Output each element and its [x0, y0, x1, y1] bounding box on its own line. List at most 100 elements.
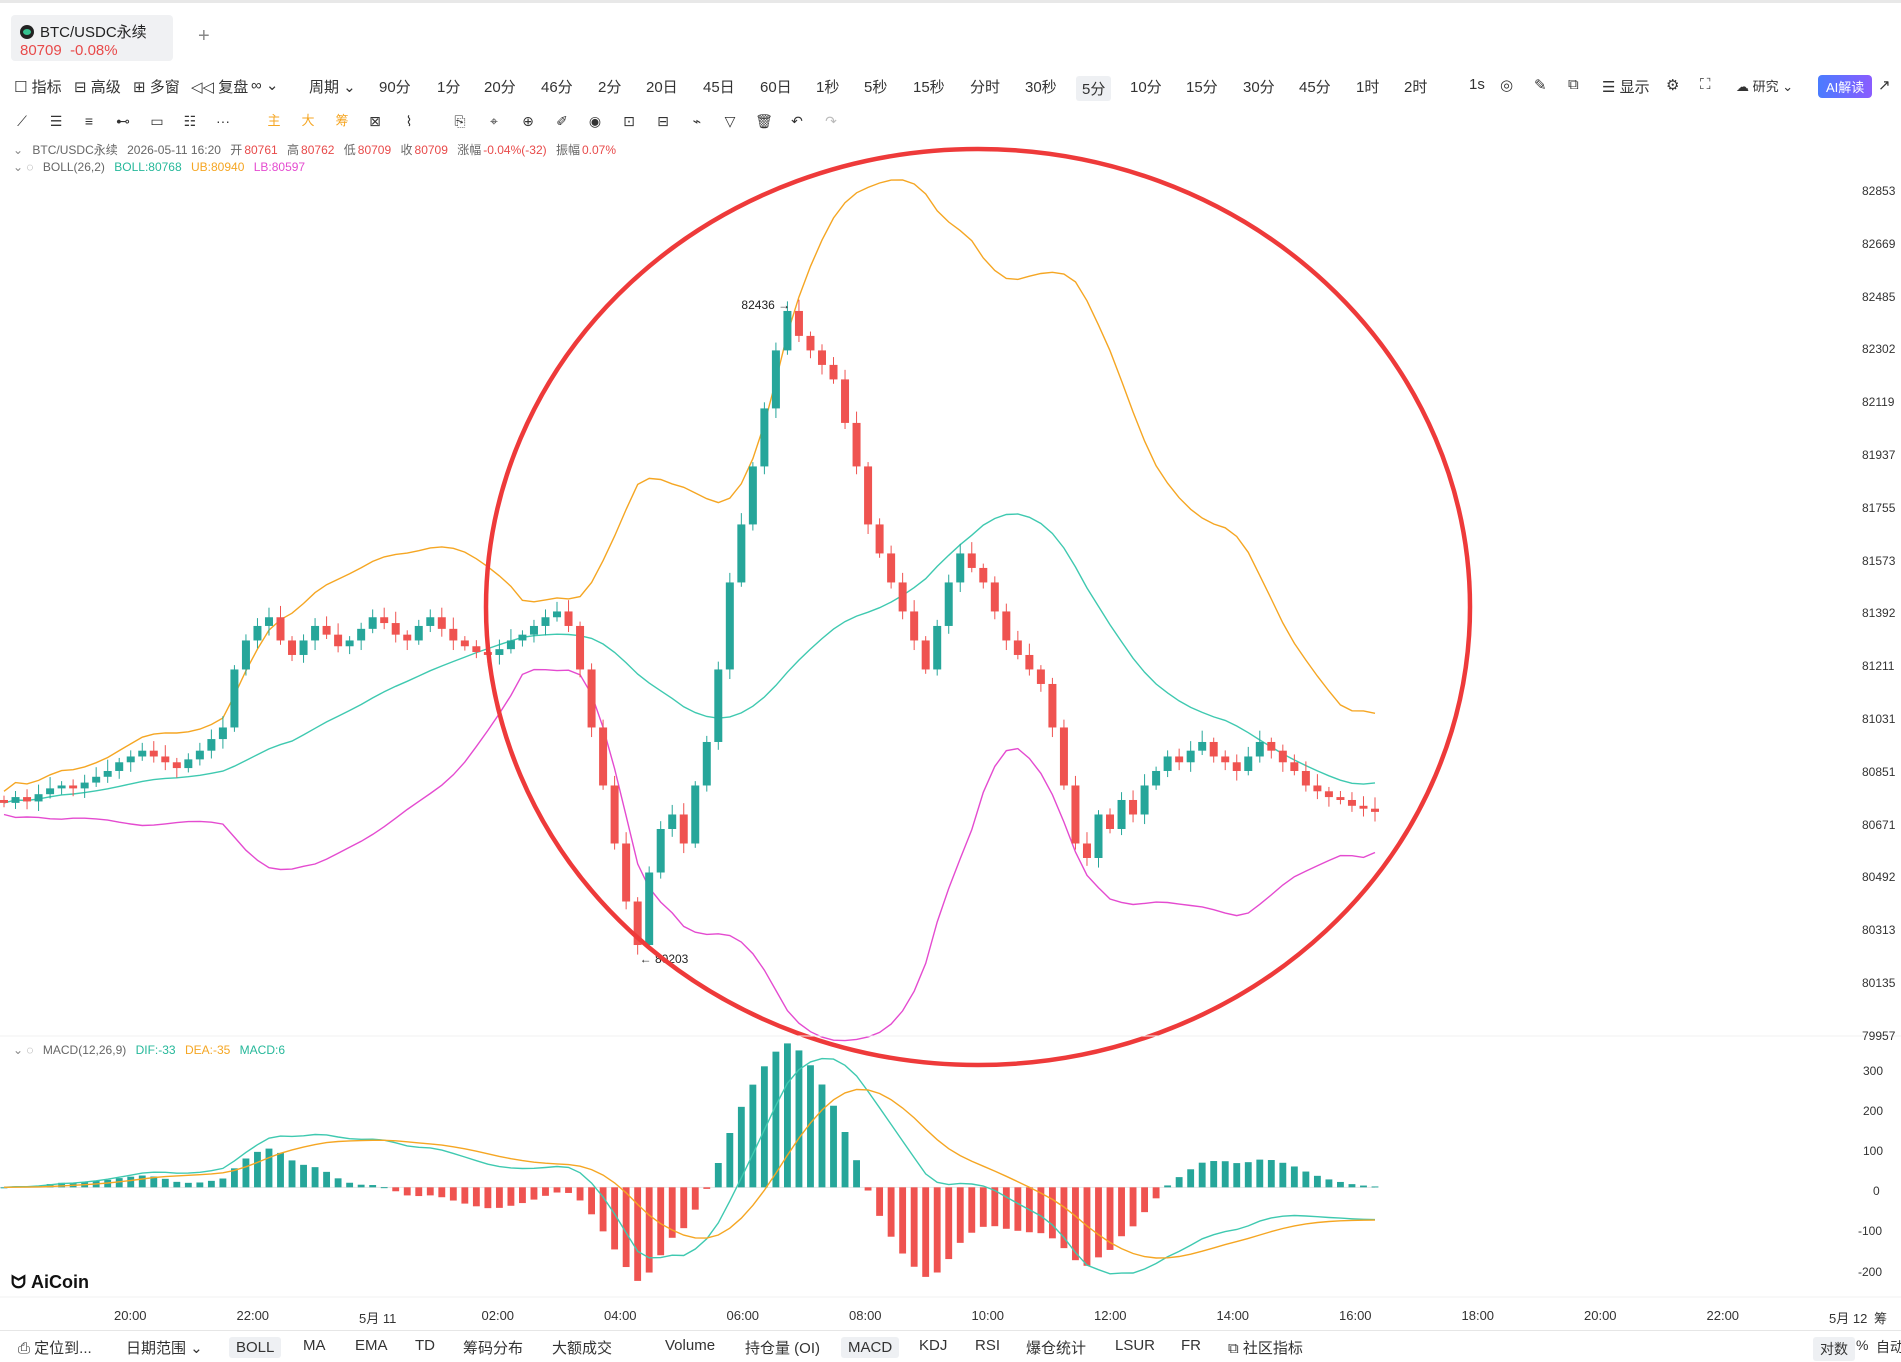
period-60d[interactable]: 60日: [760, 79, 792, 96]
indicator-button[interactable]: ☐ 指标: [14, 79, 62, 96]
indicator-ma[interactable]: MA: [303, 1337, 326, 1354]
period-5m[interactable]: 5分: [1076, 76, 1112, 101]
indicator-oi[interactable]: 持仓量 (OI): [745, 1340, 820, 1357]
advanced-button[interactable]: ⊟ 高级: [74, 79, 121, 96]
lock-icon[interactable]: ⊡: [623, 113, 635, 129]
indicator-ema[interactable]: EMA: [355, 1337, 388, 1354]
candle-body: [817, 350, 826, 365]
candle-body: [1002, 611, 1011, 641]
display-button[interactable]: ☰ 显示: [1602, 79, 1650, 96]
period-30s[interactable]: 30秒: [1025, 79, 1057, 96]
pen-icon[interactable]: ✎: [1534, 77, 1547, 94]
period-46m[interactable]: 46分: [541, 79, 573, 96]
indicator-boll[interactable]: BOLL: [229, 1337, 282, 1358]
eye-icon[interactable]: ◉: [588, 113, 602, 129]
indicator-chip[interactable]: 筹码分布: [463, 1340, 524, 1357]
fullscreen-icon[interactable]: ⛶: [1700, 76, 1711, 93]
log-scale-toggle[interactable]: 对数: [1813, 1337, 1855, 1361]
filter-icon[interactable]: ▽: [724, 113, 736, 129]
indicator-macd[interactable]: MACD: [841, 1337, 900, 1358]
macd-histogram-bar: [968, 1187, 976, 1233]
macd-histogram-bar: [910, 1187, 918, 1267]
locate-button[interactable]: ⎙ 定位到...: [18, 1340, 92, 1357]
period-2m[interactable]: 2分: [598, 79, 622, 96]
popout-icon[interactable]: ⧉: [1568, 76, 1579, 93]
horizontal-ray-icon[interactable]: ⊷: [116, 113, 130, 129]
period-dropdown[interactable]: 周期 ⌄: [309, 79, 356, 96]
fib-icon[interactable]: ☷: [183, 113, 197, 129]
period-30m[interactable]: 30分: [1243, 79, 1275, 96]
research-button[interactable]: ☁ 研究 ⌄: [1736, 79, 1794, 94]
copy-icon[interactable]: ⎘: [454, 113, 466, 129]
bell-icon[interactable]: ⌄ ◌: [13, 160, 34, 174]
indicator-liquidation[interactable]: 爆仓统计: [1026, 1340, 1087, 1357]
rectangle-icon[interactable]: ▭: [150, 113, 164, 129]
period-1h[interactable]: 1时: [1356, 79, 1380, 96]
macd-histogram-bar: [230, 1168, 238, 1188]
time-tick-label: 22:00: [236, 1308, 270, 1323]
zoom-icon[interactable]: ⊕: [522, 113, 534, 129]
undo-icon[interactable]: ↶: [791, 113, 803, 129]
more-icon[interactable]: ···: [216, 113, 230, 129]
redo-icon[interactable]: ↷: [825, 113, 837, 129]
trash-icon[interactable]: 🗑: [755, 113, 773, 129]
camera-icon[interactable]: ◎: [1500, 77, 1514, 94]
period-45m[interactable]: 45分: [1299, 79, 1331, 96]
auto-scale-toggle[interactable]: 自动: [1876, 1339, 1901, 1355]
chip-icon[interactable]: 筹: [335, 113, 349, 128]
macd-bell-icon[interactable]: ⌄ ◌: [13, 1043, 34, 1057]
period-20m[interactable]: 20分: [484, 79, 516, 96]
trendline-icon[interactable]: ⟋: [17, 113, 27, 129]
ai-interpret-button[interactable]: AI解读: [1818, 75, 1873, 98]
candle-body: [1267, 741, 1276, 751]
indicator-large-trade[interactable]: 大额成交: [552, 1340, 613, 1357]
macd-histogram-bar: [1244, 1162, 1252, 1188]
edit-icon[interactable]: ⊟: [657, 113, 669, 129]
eraser-icon[interactable]: ✐: [556, 113, 568, 129]
link-icon[interactable]: ⌁: [692, 113, 702, 129]
indicator-kdj[interactable]: KDJ: [919, 1337, 948, 1354]
period-15m[interactable]: 15分: [1186, 79, 1218, 96]
compare-icon[interactable]: ∞ ⌄: [251, 77, 279, 94]
period-1s[interactable]: 1秒: [816, 79, 840, 96]
period-2h[interactable]: 2时: [1404, 79, 1428, 96]
big-order-icon[interactable]: 大: [301, 113, 315, 128]
time-tick-label: 04:00: [604, 1308, 637, 1323]
period-15s[interactable]: 15秒: [913, 79, 945, 96]
replay-button[interactable]: ◁◁ 复盘: [191, 79, 249, 96]
indicator-fr[interactable]: FR: [1181, 1337, 1201, 1354]
symbol-tab[interactable]: BTC/USDC永续 80709 -0.08%: [11, 15, 173, 61]
share-icon[interactable]: ↗: [1878, 77, 1891, 94]
period-90m[interactable]: 90分: [379, 79, 411, 96]
period-10m[interactable]: 10分: [1130, 79, 1162, 96]
indicator-volume[interactable]: Volume: [665, 1337, 716, 1354]
community-indicator-button[interactable]: ⧉ 社区指标: [1228, 1340, 1303, 1357]
indicator-lsur[interactable]: LSUR: [1115, 1337, 1156, 1354]
indicator-rsi[interactable]: RSI: [975, 1337, 1001, 1354]
period-timeshare[interactable]: 分时: [970, 79, 1001, 96]
parallel-lines-icon[interactable]: ☰: [49, 113, 63, 129]
brush-icon[interactable]: ⌇: [405, 113, 413, 129]
top-bar: BTC/USDC永续 80709 -0.08% +: [0, 0, 1901, 65]
price-tick-label: 81031: [1862, 712, 1896, 726]
magnet-icon[interactable]: ⊠: [369, 113, 381, 129]
collapse-icon[interactable]: ⌄: [13, 143, 24, 157]
candle-body: [403, 634, 412, 641]
multi-window-button[interactable]: ⊞ 多窗: [133, 79, 180, 96]
horizontal-lines-icon[interactable]: ≡: [84, 113, 94, 129]
period-45d[interactable]: 45日: [703, 79, 735, 96]
macd-tick-label: 200: [1863, 1104, 1884, 1118]
ruler-icon[interactable]: ⌖: [490, 113, 498, 129]
period-5s[interactable]: 5秒: [864, 79, 888, 96]
settings-icon[interactable]: ⚙: [1666, 77, 1680, 94]
date-range-dropdown[interactable]: 日期范围 ⌄: [126, 1340, 203, 1357]
indicator-td[interactable]: TD: [415, 1337, 435, 1354]
period-1m[interactable]: 1分: [437, 79, 461, 96]
main-force-icon[interactable]: 主: [267, 113, 281, 128]
add-tab-icon[interactable]: +: [198, 25, 210, 47]
period-1s-tick[interactable]: 1s: [1469, 76, 1485, 93]
percent-toggle[interactable]: %: [1856, 1337, 1869, 1353]
candle-body: [829, 364, 838, 380]
period-20d[interactable]: 20日: [646, 79, 678, 96]
